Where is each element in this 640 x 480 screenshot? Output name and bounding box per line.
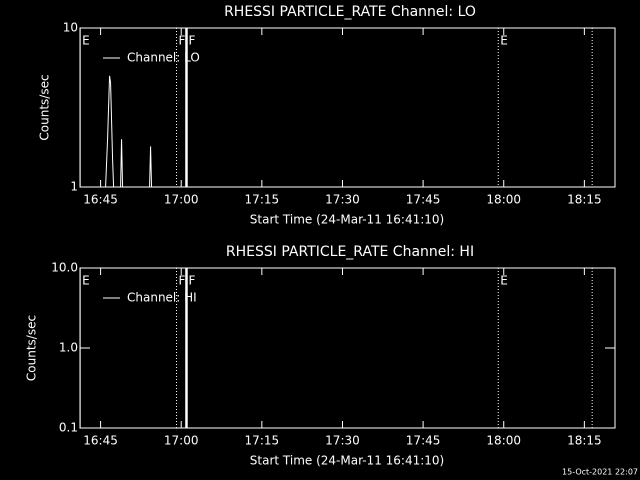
flag-label: F — [179, 34, 186, 48]
x-tick-label: 17:00 — [164, 193, 199, 207]
y-axis-label: Counts/sec — [38, 74, 52, 140]
legend-label: Channel: HI — [127, 291, 197, 305]
flag-label: E — [82, 274, 90, 288]
y-tick-label: 1 — [70, 180, 78, 194]
data-line — [105, 75, 153, 187]
flag-label: F — [179, 274, 186, 288]
x-tick-label: 18:00 — [486, 193, 521, 207]
y-tick-label: 10 — [63, 21, 78, 35]
x-tick-label: 17:30 — [325, 193, 360, 207]
x-tick-label: 16:45 — [83, 193, 118, 207]
x-tick-label: 17:15 — [245, 434, 280, 448]
legend-label: Channel: LO — [127, 51, 200, 65]
x-tick-label: 17:45 — [406, 193, 441, 207]
x-tick-label: 18:15 — [567, 193, 602, 207]
x-axis-label: Start Time (24-Mar-11 16:41:10) — [250, 454, 444, 468]
flag-label: F — [188, 274, 195, 288]
chart-title: RHESSI PARTICLE_RATE Channel: HI — [226, 244, 474, 260]
x-tick-label: 17:00 — [164, 434, 199, 448]
x-tick-label: 18:15 — [567, 434, 602, 448]
x-tick-label: 16:45 — [83, 434, 118, 448]
flag-label: F — [188, 34, 195, 48]
y-axis-label: Counts/sec — [25, 315, 39, 381]
flag-label: E — [500, 274, 508, 288]
flag-label: E — [500, 34, 508, 48]
footer: 15-Oct-2021 22:07 — [562, 468, 638, 477]
y-tick-label: 1.0 — [59, 341, 78, 355]
x-tick-label: 17:15 — [245, 193, 280, 207]
x-tick-label: 17:45 — [406, 434, 441, 448]
chart-title: RHESSI PARTICLE_RATE Channel: LO — [224, 4, 476, 20]
flag-label: E — [82, 34, 90, 48]
x-tick-label: 17:30 — [325, 434, 360, 448]
y-tick-label: 0.1 — [59, 421, 78, 435]
y-tick-label: 10.0 — [51, 261, 78, 275]
x-axis-label: Start Time (24-Mar-11 16:41:10) — [250, 213, 444, 227]
x-tick-label: 18:00 — [486, 434, 521, 448]
